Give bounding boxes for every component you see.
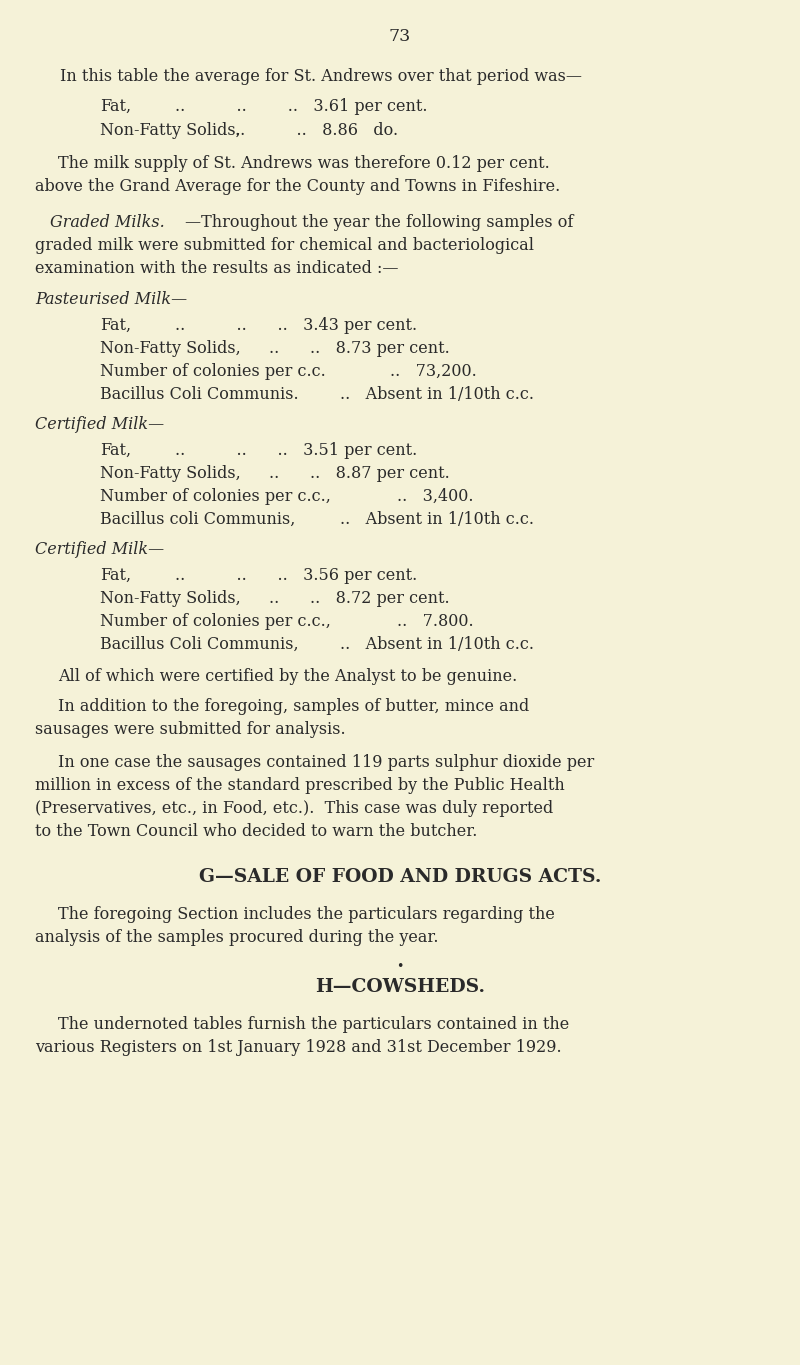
- Text: Bacillus Coli Communis,: Bacillus Coli Communis,: [100, 636, 298, 652]
- Text: ..          ..      ..   3.43 per cent.: .. .. .. 3.43 per cent.: [175, 317, 417, 334]
- Text: ..          ..      ..   3.51 per cent.: .. .. .. 3.51 per cent.: [175, 442, 418, 459]
- Text: Non-Fatty Solids,: Non-Fatty Solids,: [100, 465, 241, 482]
- Text: The undernoted tables furnish the particulars contained in the: The undernoted tables furnish the partic…: [58, 1016, 570, 1033]
- Text: Graded Milks.: Graded Milks.: [50, 214, 165, 231]
- Text: In this table the average for St. Andrews over that period was—: In this table the average for St. Andrew…: [60, 68, 582, 85]
- Text: ..          ..   8.86   do.: .. .. 8.86 do.: [235, 121, 398, 139]
- Text: (Preservatives, etc., in Food, etc.).  This case was duly reported: (Preservatives, etc., in Food, etc.). Th…: [35, 800, 554, 818]
- Text: graded milk were submitted for chemical and bacteriological: graded milk were submitted for chemical …: [35, 238, 534, 254]
- Text: Certified Milk—: Certified Milk—: [35, 416, 164, 433]
- Text: G—SALE OF FOOD AND DRUGS ACTS.: G—SALE OF FOOD AND DRUGS ACTS.: [199, 868, 601, 886]
- Text: ..          ..        ..   3.61 per cent.: .. .. .. 3.61 per cent.: [175, 98, 427, 115]
- Text: million in excess of the standard prescribed by the Public Health: million in excess of the standard prescr…: [35, 777, 565, 794]
- Text: ..   7.800.: .. 7.800.: [397, 613, 474, 631]
- Text: ..          ..      ..   3.56 per cent.: .. .. .. 3.56 per cent.: [175, 566, 418, 584]
- Text: ..   Absent in 1/10th c.c.: .. Absent in 1/10th c.c.: [340, 511, 534, 528]
- Text: Bacillus Coli Communis.: Bacillus Coli Communis.: [100, 386, 298, 403]
- Text: Certified Milk—: Certified Milk—: [35, 541, 164, 558]
- Text: Number of colonies per c.c.,: Number of colonies per c.c.,: [100, 613, 331, 631]
- Text: Number of colonies per c.c.,: Number of colonies per c.c.,: [100, 489, 331, 505]
- Text: Fat,: Fat,: [100, 317, 131, 334]
- Text: •: •: [396, 960, 404, 973]
- Text: Non-Fatty Solids,: Non-Fatty Solids,: [100, 340, 241, 358]
- Text: 73: 73: [389, 29, 411, 45]
- Text: Non-Fatty Solids,: Non-Fatty Solids,: [100, 590, 241, 607]
- Text: The foregoing Section includes the particulars regarding the: The foregoing Section includes the parti…: [58, 906, 555, 923]
- Text: ..   Absent in 1/10th c.c.: .. Absent in 1/10th c.c.: [340, 636, 534, 652]
- Text: analysis of the samples procured during the year.: analysis of the samples procured during …: [35, 930, 438, 946]
- Text: Number of colonies per c.c.: Number of colonies per c.c.: [100, 363, 326, 379]
- Text: ..   Absent in 1/10th c.c.: .. Absent in 1/10th c.c.: [340, 386, 534, 403]
- Text: sausages were submitted for analysis.: sausages were submitted for analysis.: [35, 721, 346, 738]
- Text: All of which were certified by the Analyst to be genuine.: All of which were certified by the Analy…: [58, 667, 518, 685]
- Text: ..   73,200.: .. 73,200.: [390, 363, 477, 379]
- Text: H—COWSHEDS.: H—COWSHEDS.: [315, 977, 485, 996]
- Text: Fat,: Fat,: [100, 566, 131, 584]
- Text: Fat,: Fat,: [100, 98, 131, 115]
- Text: above the Grand Average for the County and Towns in Fifeshire.: above the Grand Average for the County a…: [35, 177, 560, 195]
- Text: to the Town Council who decided to warn the butcher.: to the Town Council who decided to warn …: [35, 823, 478, 839]
- Text: Fat,: Fat,: [100, 442, 131, 459]
- Text: In addition to the foregoing, samples of butter, mince and: In addition to the foregoing, samples of…: [58, 698, 530, 715]
- Text: —Throughout the year the following samples of: —Throughout the year the following sampl…: [185, 214, 574, 231]
- Text: In one case the sausages contained 119 parts sulphur dioxide per: In one case the sausages contained 119 p…: [58, 753, 594, 771]
- Text: examination with the results as indicated :—: examination with the results as indicate…: [35, 259, 398, 277]
- Text: Bacillus coli Communis,: Bacillus coli Communis,: [100, 511, 295, 528]
- Text: ..      ..   8.73 per cent.: .. .. 8.73 per cent.: [269, 340, 450, 358]
- Text: ..   3,400.: .. 3,400.: [397, 489, 474, 505]
- Text: Pasteurised Milk—: Pasteurised Milk—: [35, 291, 187, 308]
- Text: various Registers on 1st January 1928 and 31st December 1929.: various Registers on 1st January 1928 an…: [35, 1039, 562, 1057]
- Text: ..      ..   8.87 per cent.: .. .. 8.87 per cent.: [269, 465, 450, 482]
- Text: The milk supply of St. Andrews was therefore 0.12 per cent.: The milk supply of St. Andrews was there…: [58, 156, 550, 172]
- Text: ..      ..   8.72 per cent.: .. .. 8.72 per cent.: [269, 590, 450, 607]
- Text: Non-Fatty Solids,: Non-Fatty Solids,: [100, 121, 241, 139]
